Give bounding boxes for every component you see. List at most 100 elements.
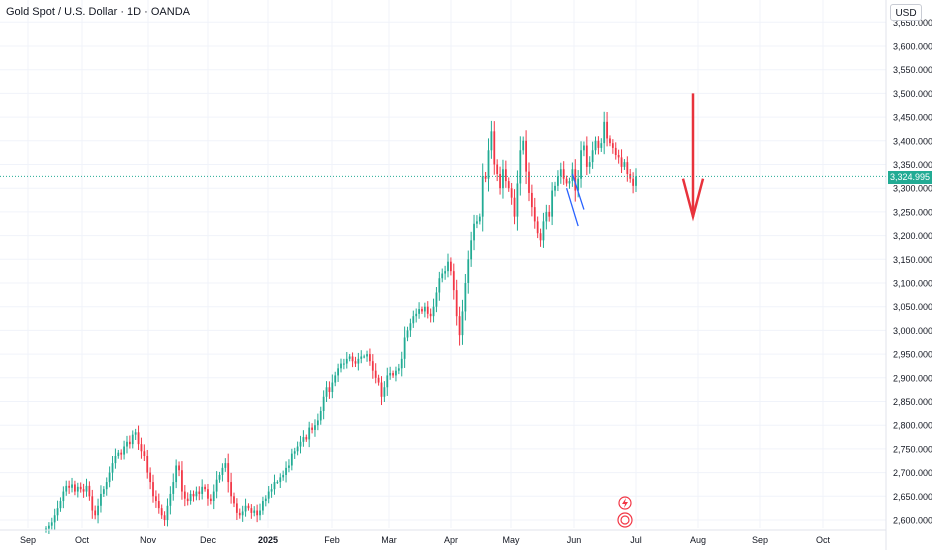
candle (186, 492, 189, 506)
candle-body (522, 140, 525, 151)
candle (551, 182, 554, 226)
y-tick-label: 3,600.000 (893, 42, 932, 52)
candle-body (71, 484, 73, 488)
candle (201, 479, 204, 500)
candle-body (85, 485, 88, 492)
candle (172, 473, 175, 501)
x-tick-label: Feb (324, 535, 340, 545)
candle (102, 486, 105, 498)
y-tick-label: 2,950.000 (893, 350, 932, 360)
candle-body (363, 356, 366, 358)
candle (545, 204, 548, 230)
candle (128, 435, 131, 449)
candle-body (94, 510, 97, 516)
candle-body (345, 358, 348, 364)
candle (354, 356, 357, 368)
candle-body (429, 313, 432, 317)
candle (377, 374, 380, 386)
candle-body (542, 221, 545, 241)
candle (397, 363, 400, 375)
candle (426, 301, 429, 319)
candle-body (473, 223, 475, 241)
candle-body (259, 510, 261, 516)
candle (403, 326, 406, 368)
candle (565, 175, 568, 187)
y-tick-label: 3,000.000 (893, 326, 932, 336)
candle-body (438, 278, 441, 293)
candle-body (626, 162, 629, 174)
candle (513, 189, 516, 225)
candle (423, 302, 426, 318)
candle-body (207, 489, 209, 499)
candle-body (244, 505, 247, 512)
candle (279, 473, 282, 489)
candle-body (68, 485, 71, 488)
candle (195, 486, 198, 501)
candle-body (65, 485, 68, 492)
candle (140, 437, 143, 459)
candle (528, 162, 530, 202)
candle (316, 413, 319, 431)
candle (276, 480, 279, 484)
candle-body (357, 358, 360, 364)
candle-body (606, 121, 608, 139)
candle (230, 472, 232, 504)
candle-body (62, 491, 65, 502)
candle (97, 498, 99, 524)
candle (123, 440, 125, 460)
candle-body (614, 147, 617, 156)
candle (149, 467, 152, 490)
x-tick-label: Jun (567, 535, 582, 545)
currency-selector[interactable]: USD (890, 4, 922, 21)
x-tick-label: Oct (75, 535, 90, 545)
candle-body (137, 432, 140, 445)
candle-body (548, 211, 551, 217)
candle (160, 504, 163, 519)
candle-body (528, 171, 530, 193)
x-tick-label: 2025 (258, 535, 278, 545)
candle (360, 350, 363, 364)
candle (215, 471, 218, 499)
candle (183, 485, 186, 507)
candle-body (149, 472, 152, 483)
candle (470, 231, 473, 267)
candle (62, 486, 65, 509)
candle (299, 435, 302, 454)
candle (74, 480, 76, 496)
candle-body (221, 467, 224, 475)
y-tick-label: 3,400.000 (893, 136, 932, 146)
candle-body (536, 221, 539, 234)
candle-body (632, 178, 635, 186)
candle-body (218, 474, 221, 480)
candle (542, 212, 545, 248)
candle-body (178, 465, 180, 471)
candle (314, 419, 316, 437)
y-tick-label: 3,200.000 (893, 231, 932, 241)
candle (334, 371, 337, 387)
candle (487, 138, 490, 192)
candle-body (499, 173, 501, 189)
candle (522, 136, 525, 155)
candle-body (577, 178, 580, 191)
candle (322, 390, 325, 420)
candle (504, 160, 507, 188)
candle-body (108, 472, 111, 483)
candle-body (562, 169, 565, 179)
candle (175, 459, 178, 489)
candle (331, 374, 334, 399)
candle (464, 273, 467, 321)
candle-body (484, 176, 487, 179)
candle (617, 149, 620, 164)
candle-body (487, 150, 490, 179)
candle (412, 310, 415, 328)
y-tick-label: 3,500.000 (893, 89, 932, 99)
candle-body (276, 482, 279, 484)
candle-body (418, 309, 420, 314)
y-tick-label: 2,650.000 (893, 492, 932, 502)
candle (192, 490, 195, 502)
y-tick-label: 3,250.000 (893, 207, 932, 217)
candle (59, 497, 62, 512)
candle (169, 486, 172, 515)
